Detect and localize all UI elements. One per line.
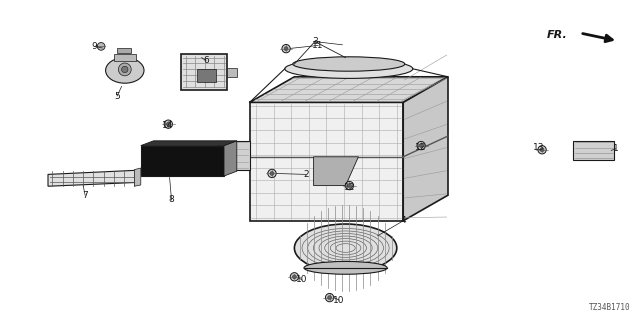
Circle shape xyxy=(164,120,173,128)
Polygon shape xyxy=(250,102,403,221)
Text: 11: 11 xyxy=(312,41,324,50)
Circle shape xyxy=(270,172,274,175)
Ellipse shape xyxy=(304,261,387,274)
Circle shape xyxy=(118,63,131,76)
Polygon shape xyxy=(250,77,448,102)
Circle shape xyxy=(326,293,334,302)
Text: 12: 12 xyxy=(415,143,427,152)
Circle shape xyxy=(346,181,354,190)
Text: FR.: FR. xyxy=(547,30,568,40)
Circle shape xyxy=(97,43,105,50)
Ellipse shape xyxy=(285,59,413,78)
Circle shape xyxy=(122,66,128,73)
Circle shape xyxy=(292,275,296,279)
Bar xyxy=(114,54,136,61)
Text: 5: 5 xyxy=(115,92,120,100)
Bar xyxy=(197,69,216,82)
Polygon shape xyxy=(224,141,237,176)
Polygon shape xyxy=(48,170,138,186)
Text: 7: 7 xyxy=(83,191,88,200)
Circle shape xyxy=(348,184,351,188)
Text: 6: 6 xyxy=(204,56,209,65)
Bar xyxy=(181,54,227,90)
Circle shape xyxy=(540,148,544,152)
Polygon shape xyxy=(403,77,448,221)
Circle shape xyxy=(166,122,170,126)
Text: 1: 1 xyxy=(613,144,618,153)
Text: 4: 4 xyxy=(401,216,406,225)
Polygon shape xyxy=(134,168,141,186)
Text: 3: 3 xyxy=(312,37,317,46)
Ellipse shape xyxy=(294,224,397,272)
Text: 10: 10 xyxy=(333,296,345,305)
Text: 10: 10 xyxy=(296,276,308,284)
Circle shape xyxy=(419,144,423,148)
Text: 2: 2 xyxy=(303,170,308,179)
Ellipse shape xyxy=(106,58,144,83)
Circle shape xyxy=(282,44,291,53)
Polygon shape xyxy=(573,141,614,160)
Bar xyxy=(141,146,224,176)
Text: TZ34B1710: TZ34B1710 xyxy=(589,303,631,313)
Text: 13: 13 xyxy=(533,143,545,152)
Bar xyxy=(227,68,237,77)
Polygon shape xyxy=(141,141,237,146)
Polygon shape xyxy=(314,157,358,186)
Text: 8: 8 xyxy=(169,196,174,204)
Circle shape xyxy=(284,47,288,51)
Circle shape xyxy=(417,141,426,150)
Circle shape xyxy=(328,296,332,300)
Polygon shape xyxy=(218,141,250,170)
Text: 14: 14 xyxy=(162,121,173,130)
Circle shape xyxy=(538,146,546,154)
Circle shape xyxy=(268,169,276,178)
Text: 9: 9 xyxy=(92,42,97,51)
Circle shape xyxy=(291,273,299,281)
Text: 12: 12 xyxy=(344,183,355,192)
Bar xyxy=(117,48,131,53)
Ellipse shape xyxy=(293,57,405,71)
